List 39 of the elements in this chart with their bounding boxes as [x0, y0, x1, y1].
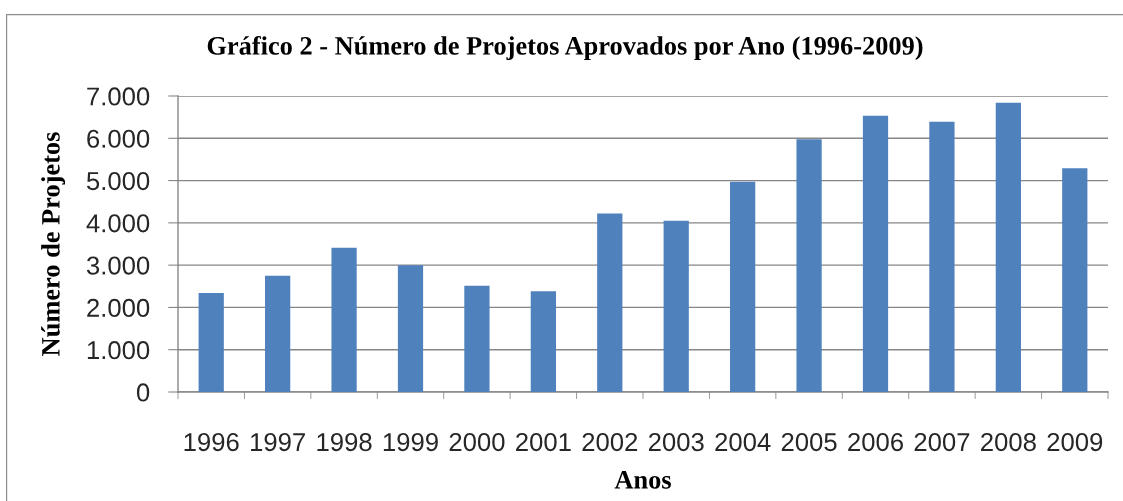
bar — [530, 291, 556, 392]
y-axis-title: Número de Projetos — [41, 132, 66, 356]
x-tick-label: 1999 — [383, 432, 438, 452]
bar — [265, 275, 291, 392]
bar — [663, 220, 689, 392]
y-tick-label: 4.000 — [86, 214, 150, 233]
bar — [597, 213, 623, 392]
y-tick-label: 3.000 — [86, 256, 150, 275]
x-tick-label: 2001 — [516, 432, 571, 452]
x-tick-label: 1997 — [251, 432, 305, 452]
x-tick-label: 2003 — [648, 432, 704, 452]
bar — [929, 121, 955, 392]
bar — [331, 247, 357, 392]
bar — [862, 115, 889, 392]
bar — [995, 102, 1021, 392]
x-tick-label: 2007 — [914, 432, 970, 452]
x-tick-label: 2009 — [1047, 432, 1103, 452]
bar — [464, 285, 490, 392]
x-axis-title: Anos — [614, 471, 671, 489]
y-tick-label: 5.000 — [86, 171, 150, 191]
x-tick-label: 2008 — [981, 432, 1036, 452]
y-tick-label: 7.000 — [87, 87, 150, 106]
x-tick-label: 1996 — [184, 432, 239, 452]
bar — [1062, 168, 1088, 392]
x-tick-label: 2002 — [582, 432, 638, 452]
chart-title: Gráfico 2 - Número de Projetos Aprovados por Ano (1996-2009) — [207, 35, 923, 61]
y-tick-label: 1.000 — [87, 341, 150, 360]
y-tick-label: 6.000 — [87, 129, 150, 148]
bar — [198, 293, 224, 392]
x-tick-label: 2006 — [848, 432, 903, 452]
bar — [796, 139, 822, 392]
y-tick-label: 0 — [136, 383, 150, 402]
y-tick-label: 2.000 — [87, 298, 150, 317]
bar — [397, 265, 424, 392]
x-tick-label: 2000 — [449, 432, 505, 452]
x-tick-label: 2005 — [781, 432, 837, 452]
bar — [730, 181, 756, 392]
x-tick-label: 1998 — [317, 432, 372, 452]
x-tick-label: 2004 — [715, 432, 771, 452]
